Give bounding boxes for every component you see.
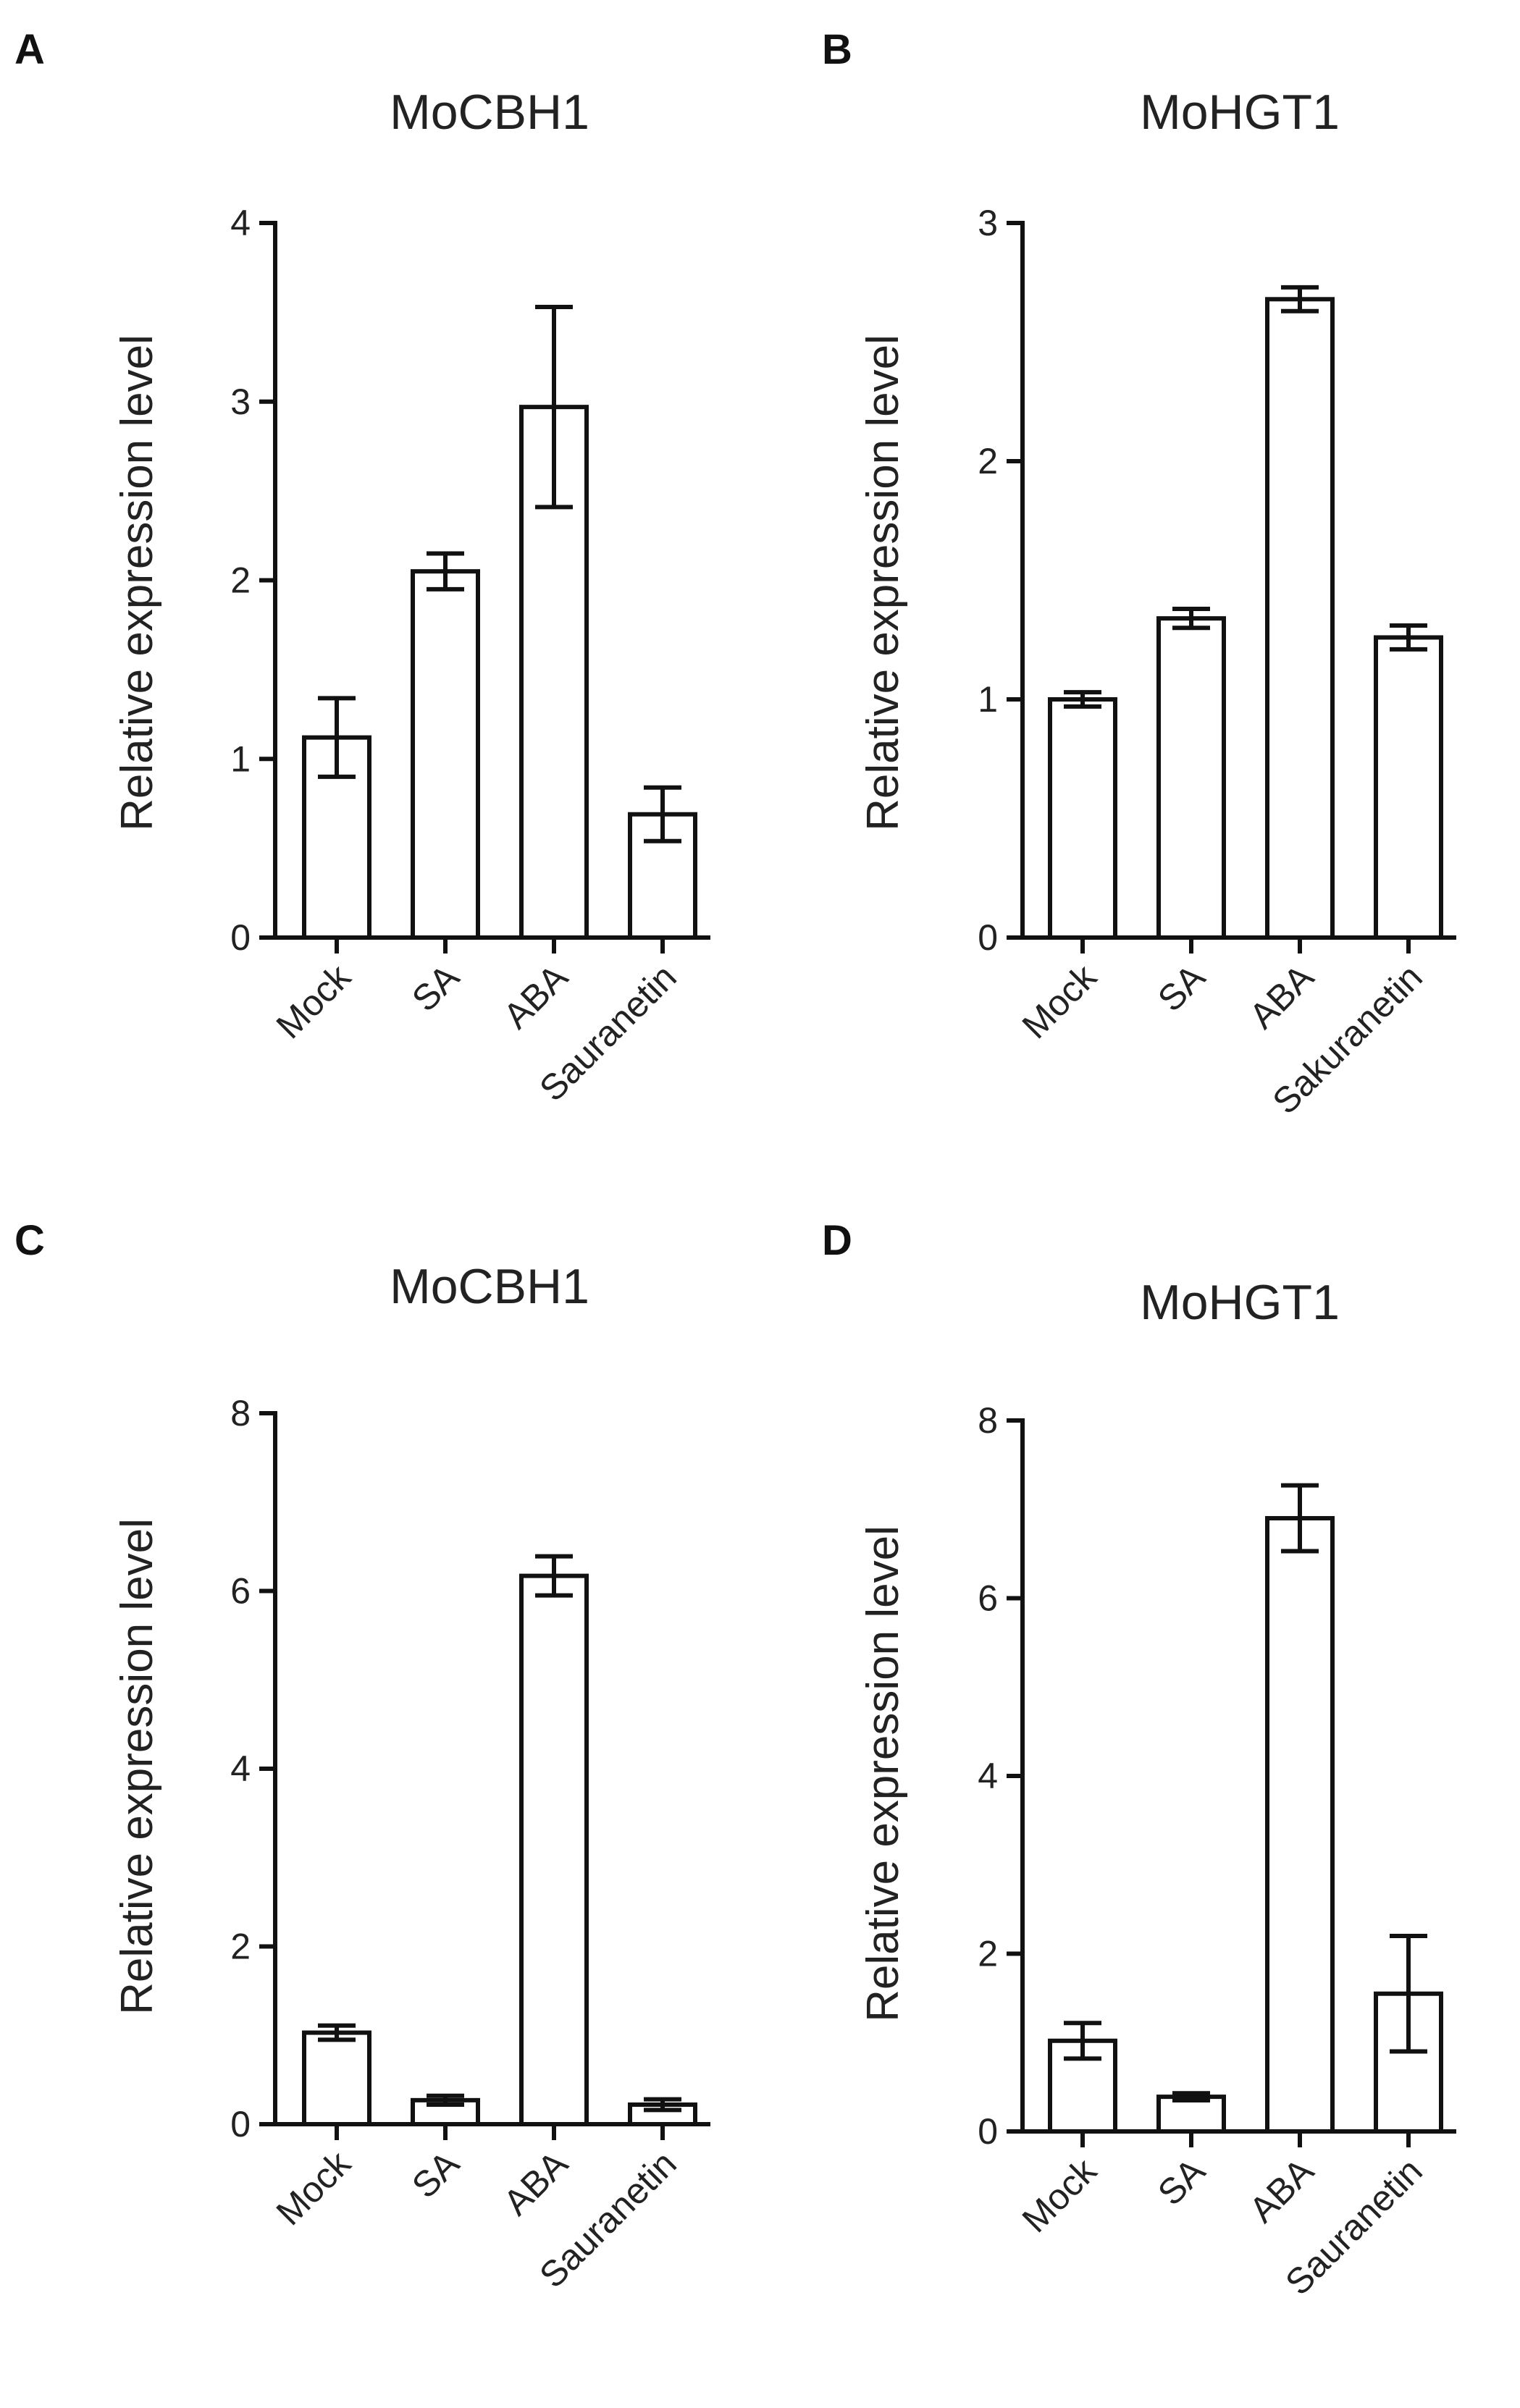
- x-tick-label: Mock: [269, 956, 359, 1046]
- bar: [1265, 1516, 1335, 2134]
- panel-letter: A: [14, 26, 45, 73]
- y-axis-label: Relative expression level: [858, 334, 908, 831]
- x-tick-label: ABA: [1241, 956, 1322, 1037]
- y-tick-label: 4: [230, 203, 251, 243]
- x-tick-label: SA: [404, 956, 467, 1019]
- x-tick-label: Mock: [1015, 2150, 1105, 2240]
- y-tick-label: 6: [978, 1578, 998, 1619]
- bar: [519, 1573, 589, 2127]
- panel-b: B MoHGT1 Relative expression level 0 1 2 3 M…: [822, 26, 1456, 1121]
- bar: [1265, 297, 1335, 940]
- y-tick-label: 3: [230, 382, 251, 422]
- bar: [411, 569, 480, 940]
- bar: [1374, 635, 1443, 940]
- chart-title: MoHGT1: [1140, 85, 1340, 140]
- x-tick-label: SA: [404, 2143, 467, 2206]
- y-tick-label: 4: [978, 1756, 998, 1796]
- y-axis-label: Relative expression level: [112, 334, 162, 831]
- x-tick-label: ABA: [495, 2143, 576, 2223]
- panel-letter: D: [822, 1217, 852, 1264]
- x-tick-label: ABA: [495, 956, 576, 1037]
- panel-letter: C: [14, 1217, 45, 1264]
- y-tick-label: 0: [230, 917, 251, 958]
- panel-a: A MoCBH1 Relative expression level 0 1 2 3 4…: [14, 26, 710, 1109]
- x-tick-label: Mock: [269, 2142, 359, 2233]
- panel-letter: B: [822, 26, 852, 73]
- y-tick-label: 4: [230, 1748, 251, 1789]
- y-tick-label: 2: [978, 441, 998, 481]
- chart-title: MoHGT1: [1140, 1275, 1340, 1330]
- chart-title: MoCBH1: [390, 1259, 589, 1314]
- x-tick-label: Mock: [1015, 956, 1105, 1046]
- y-tick-label: 8: [230, 1393, 251, 1434]
- chart-title: MoCBH1: [390, 85, 589, 140]
- y-axis-label: Relative expression level: [112, 1518, 162, 2015]
- y-tick-label: 8: [978, 1400, 998, 1441]
- y-axis-label: Relative expression level: [858, 1525, 908, 2022]
- y-tick-label: 1: [978, 679, 998, 720]
- y-tick-label: 2: [978, 1934, 998, 1974]
- bar: [1156, 2095, 1226, 2134]
- bar: [302, 2030, 371, 2126]
- y-tick-label: 0: [978, 2111, 998, 2152]
- y-tick-label: 0: [230, 2104, 251, 2144]
- y-tick-label: 0: [978, 917, 998, 958]
- x-tick-label: SA: [1150, 2150, 1213, 2213]
- bar: [1156, 616, 1226, 940]
- x-tick-label: ABA: [1241, 2150, 1322, 2231]
- panel-d: D MoHGT1 Relative expression level 0 2 4 6 8…: [822, 1217, 1456, 2303]
- panel-c: C MoCBH1 Relative expression level 0 2 4 6 8…: [14, 1217, 710, 2296]
- y-tick-label: 1: [230, 738, 251, 779]
- bar: [1048, 697, 1117, 940]
- y-tick-label: 2: [230, 560, 251, 601]
- y-tick-label: 6: [230, 1571, 251, 1612]
- y-tick-label: 2: [230, 1927, 251, 1967]
- y-tick-label: 3: [978, 203, 998, 243]
- x-tick-label: SA: [1150, 956, 1213, 1019]
